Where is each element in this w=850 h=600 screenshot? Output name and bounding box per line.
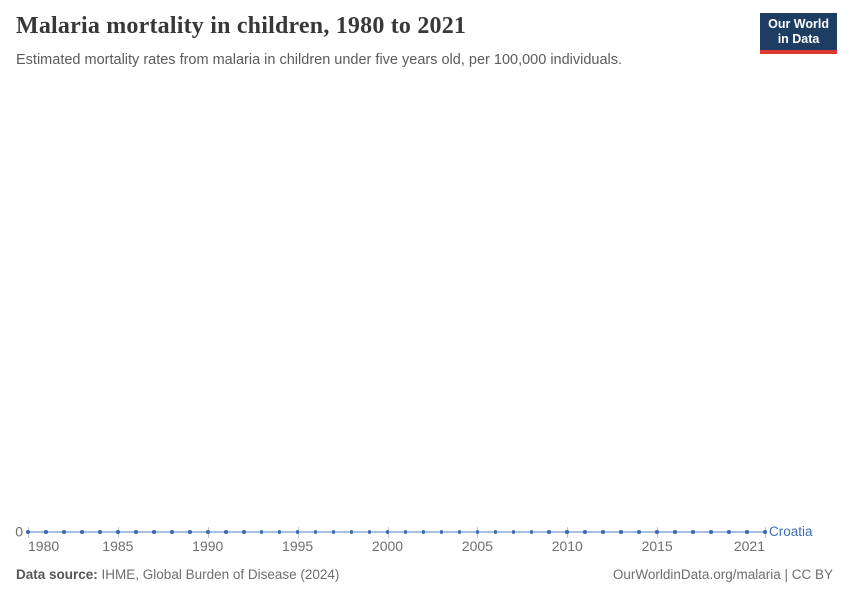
x-axis-tick-label: 2010 [551, 538, 583, 554]
entity-label-croatia: Croatia [769, 523, 813, 539]
data-point-1987 [152, 530, 156, 534]
data-point-1998 [349, 530, 354, 534]
chart-subtitle: Estimated mortality rates from malaria i… [16, 52, 623, 68]
x-axis-tick-label: 1980 [28, 538, 60, 554]
data-point-2015 [655, 530, 659, 534]
owid-logo: Our World in Data [760, 13, 837, 54]
data-point-1980 [26, 530, 30, 534]
data-source-label: Data source: [16, 567, 98, 582]
data-point-1995 [295, 530, 300, 534]
data-point-2004 [457, 530, 462, 534]
data-point-2005 [475, 530, 480, 534]
data-point-2020 [745, 530, 749, 534]
data-point-2017 [691, 530, 695, 534]
data-point-2021 [763, 530, 767, 534]
data-point-1981 [44, 530, 48, 534]
data-source-value: IHME, Global Burden of Disease (2024) [101, 567, 340, 582]
x-axis-tick-label: 2000 [371, 538, 404, 554]
data-point-2003 [439, 530, 444, 534]
data-point-1985 [116, 530, 120, 534]
chart-title: Malaria mortality in children, 1980 to 2… [16, 13, 467, 39]
data-point-1990 [205, 530, 210, 534]
data-point-2007 [511, 530, 516, 534]
data-point-2010 [565, 530, 570, 534]
data-point-1992 [241, 530, 246, 534]
data-point-2002 [421, 530, 426, 534]
data-point-2016 [673, 530, 677, 534]
data-point-2014 [637, 530, 641, 534]
owid-logo-line2: in Data [777, 32, 820, 46]
y-axis-tick-label: 0 [15, 523, 23, 540]
data-point-1996 [313, 530, 318, 534]
x-axis-tick-label: 1990 [192, 538, 224, 554]
data-point-1983 [80, 530, 84, 534]
data-point-1988 [170, 530, 174, 534]
data-point-1991 [223, 530, 228, 534]
data-point-2011 [583, 530, 588, 534]
data-point-1984 [98, 530, 102, 534]
data-source-note: Data source: IHME, Global Burden of Dise… [16, 567, 339, 582]
data-point-2018 [709, 530, 713, 534]
data-point-1993 [259, 530, 264, 534]
data-point-1994 [277, 530, 282, 534]
data-point-2019 [727, 530, 731, 534]
data-point-2000 [385, 530, 390, 534]
x-axis-tick-label: 2005 [461, 538, 493, 554]
x-axis-tick-label: 1985 [102, 538, 134, 554]
data-point-2013 [619, 530, 623, 534]
data-point-1999 [367, 530, 372, 534]
data-line-croatia [28, 531, 765, 533]
data-point-2012 [601, 530, 605, 534]
data-point-2009 [547, 530, 552, 534]
data-point-2006 [493, 530, 498, 534]
attribution: OurWorldinData.org/malaria | CC BY [612, 567, 833, 582]
data-point-1989 [187, 530, 192, 534]
data-point-1997 [331, 530, 336, 534]
x-axis-tick-label: 2021 [733, 538, 765, 554]
data-point-1986 [134, 530, 138, 534]
data-point-2001 [403, 530, 408, 534]
data-point-1982 [62, 530, 66, 534]
data-point-2008 [529, 530, 534, 534]
owid-logo-line1: Our World [768, 17, 829, 31]
x-axis-tick-label: 1995 [282, 538, 314, 554]
x-axis-tick-label: 2015 [641, 538, 673, 554]
